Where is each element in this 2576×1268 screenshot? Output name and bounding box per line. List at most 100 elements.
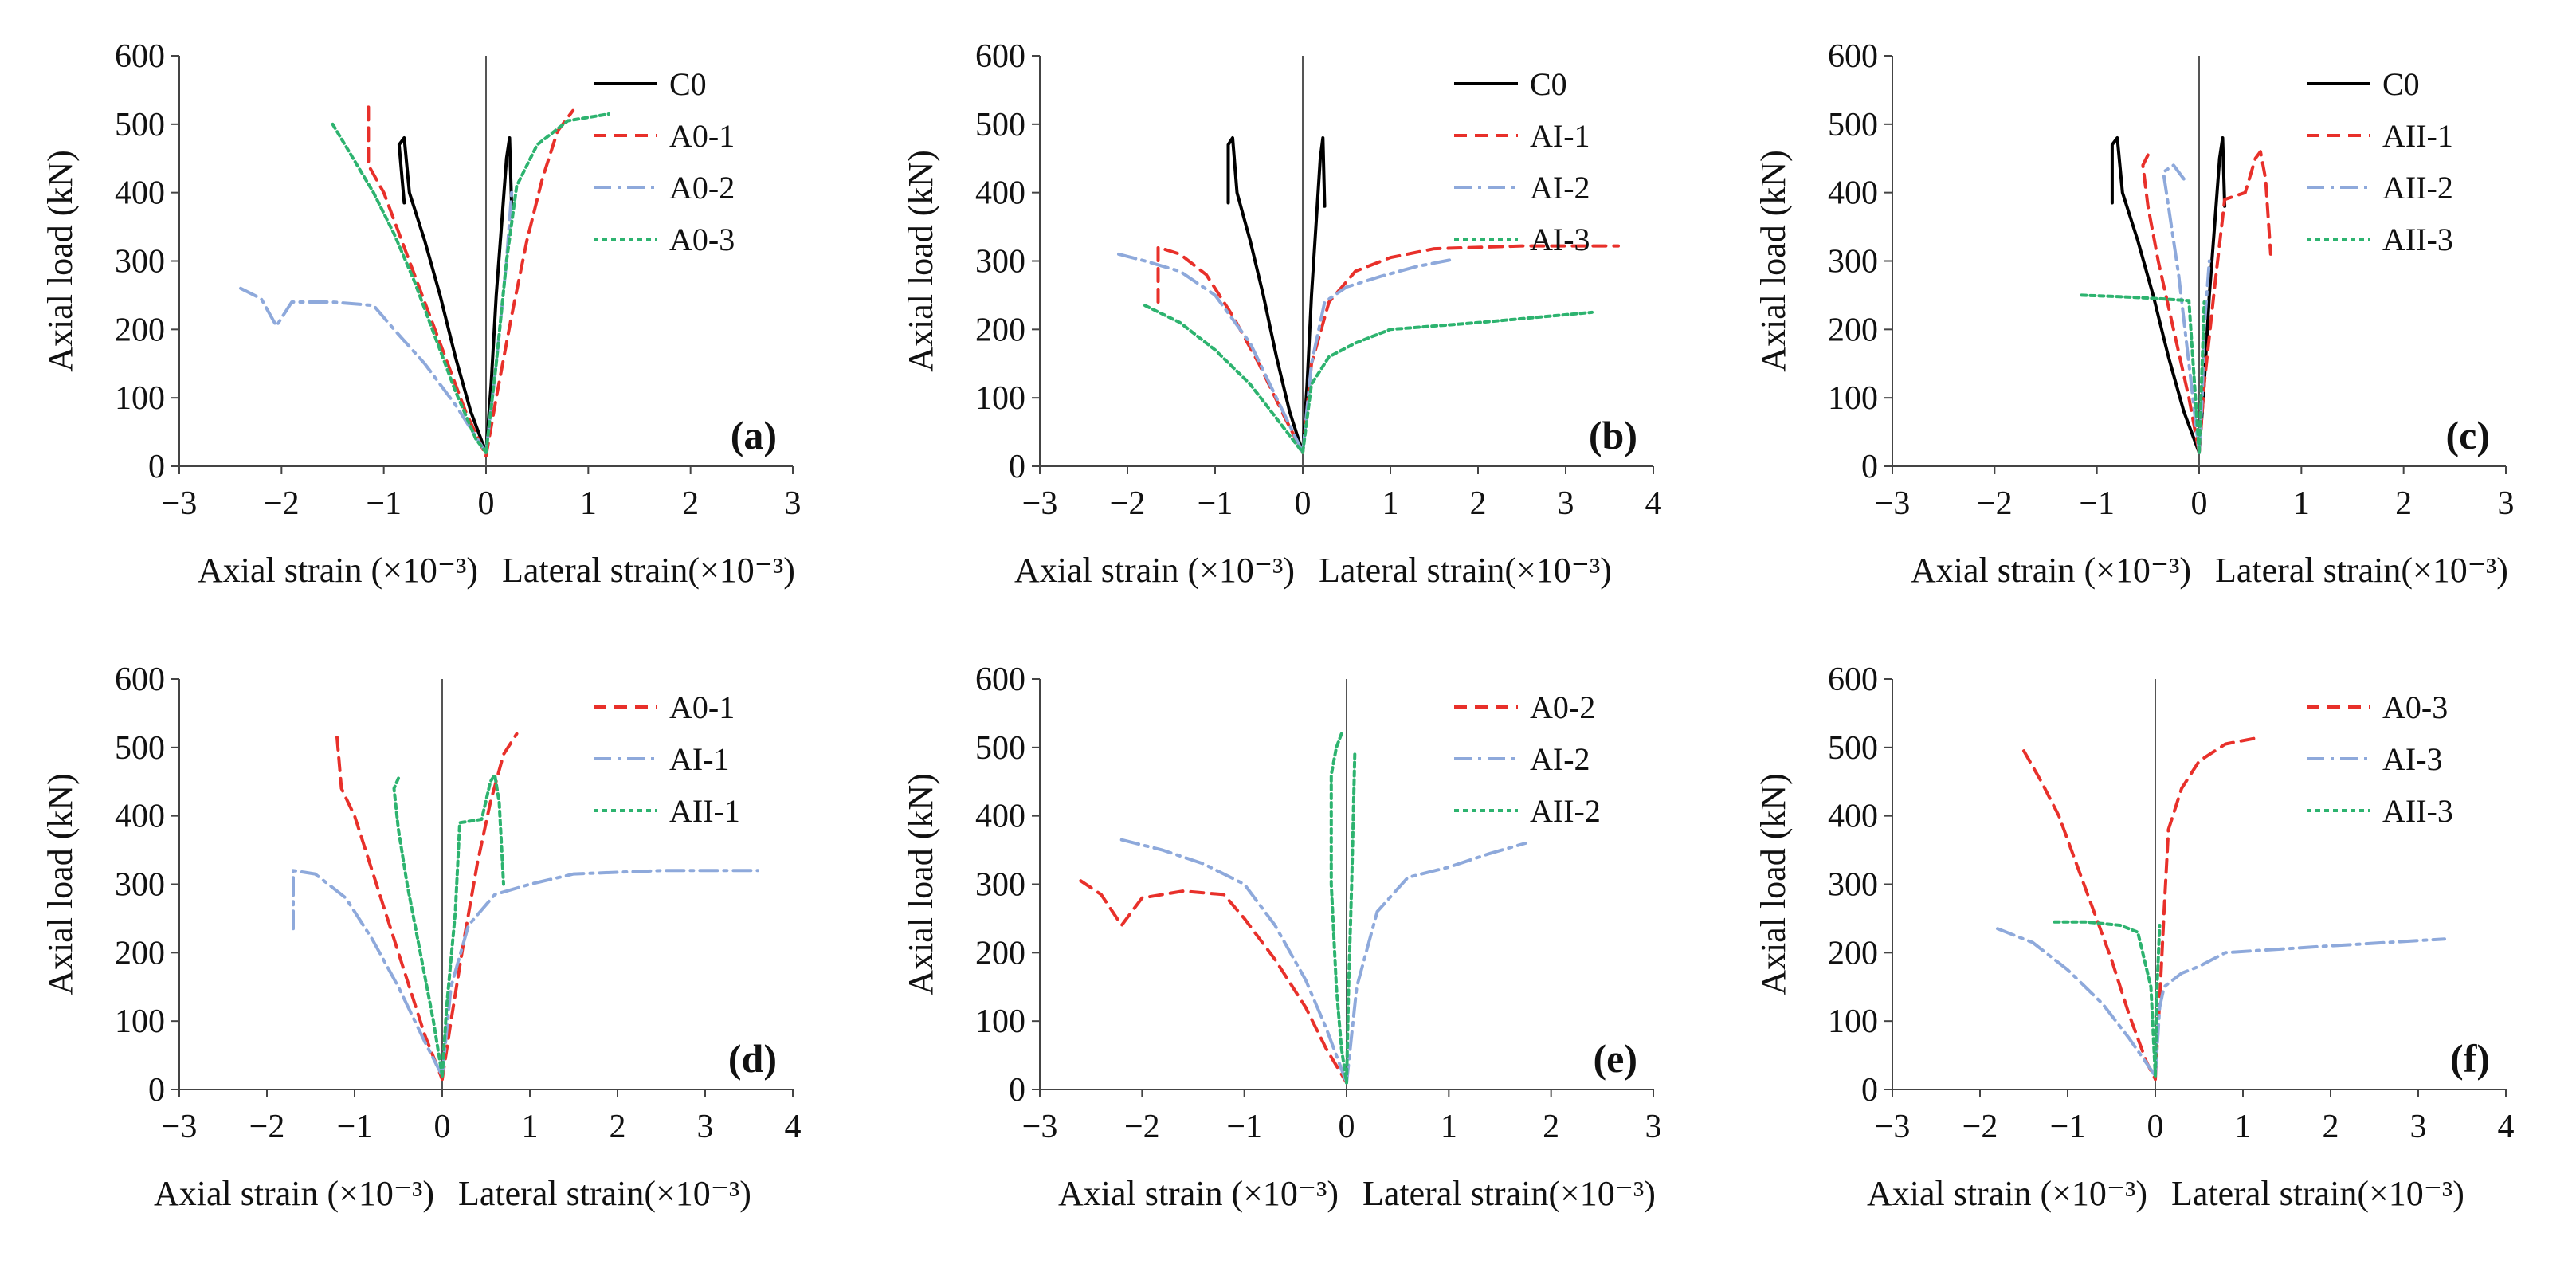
series-ai-1-lateral-curve (1301, 244, 1620, 454)
y-tick-label: 400 (1828, 799, 1878, 835)
y-axis-label: Axial load (kN) (901, 773, 940, 995)
x-tick-label: 0 (1339, 1109, 1355, 1145)
y-tick-label: 300 (975, 244, 1025, 281)
y-tick-label: 500 (975, 107, 1025, 143)
series-ai-3-lateral-curve (1301, 310, 1594, 454)
legend-label: A0-1 (669, 118, 735, 154)
legend-label: AII-1 (2382, 118, 2453, 154)
x-tick-label: 1 (2235, 1109, 2252, 1145)
x-tick-label: −1 (1226, 1109, 1262, 1145)
series-a0-2-axial-curve (1079, 879, 1348, 1085)
x-tick-label: 3 (1558, 485, 1574, 522)
series-ai-3-axial-curve (1143, 304, 1304, 454)
y-tick-label: 400 (115, 799, 165, 835)
series-c0-lateral-curve (484, 136, 514, 454)
x-tick-label: −2 (1962, 1109, 1998, 1145)
x-axis-label-axial: Axial strain (×10⁻³) (1014, 551, 1295, 590)
x-axis-label-lateral: Lateral strain(×10⁻³) (1319, 551, 1612, 590)
series-aii-1-axial-curve (392, 776, 444, 1078)
legend-label: C0 (669, 66, 707, 102)
x-axis-label-axial: Axial strain (×10⁻³) (1911, 551, 2191, 590)
y-tick-label: 200 (975, 312, 1025, 348)
x-axis-label-lateral: Lateral strain(×10⁻³) (1362, 1174, 1656, 1213)
x-tick-label: −3 (1875, 1109, 1911, 1145)
legend-label: AI-2 (1530, 741, 1590, 777)
x-tick-label: −3 (162, 485, 198, 522)
y-tick-label: 600 (1828, 661, 1878, 698)
y-tick-label: 0 (1009, 449, 1025, 485)
x-axis-label-axial: Axial strain (×10⁻³) (154, 1174, 434, 1213)
y-tick-label: 600 (1828, 38, 1878, 75)
series-a0-3-lateral-curve (484, 112, 610, 454)
legend-label: A0-3 (2382, 689, 2448, 725)
x-tick-label: −1 (337, 1109, 373, 1145)
legend-label: AII-2 (1530, 793, 1601, 829)
y-tick-label: 500 (115, 730, 165, 767)
x-axis-label-lateral: Lateral strain(×10⁻³) (502, 551, 795, 590)
y-tick-label: 400 (115, 175, 165, 212)
y-tick-label: 600 (975, 661, 1025, 698)
x-tick-label: 3 (1645, 1109, 1662, 1145)
series-a0-1-axial-curve (335, 736, 444, 1082)
series-ai-2-lateral-curve (1345, 842, 1527, 1085)
y-tick-label: 500 (975, 730, 1025, 767)
x-tick-label: −2 (1110, 485, 1146, 522)
chart-panel-1: 0 100 200 300 400 500 600 −3 −2 −1 0 1 2 3 Axial load … (41, 38, 802, 590)
x-tick-label: 2 (1543, 1109, 1559, 1145)
y-axis-label: Axial load (kN) (41, 150, 80, 372)
series-c0-lateral-curve (1301, 136, 1327, 454)
x-tick-label: −2 (264, 485, 300, 522)
y-tick-label: 200 (115, 935, 165, 972)
y-tick-label: 300 (1828, 244, 1878, 281)
x-axis-label-axial: Axial strain (×10⁻³) (1867, 1174, 2147, 1213)
x-tick-label: 1 (1441, 1109, 1457, 1145)
y-tick-label: 500 (1828, 730, 1878, 767)
y-tick-label: 400 (975, 175, 1025, 212)
x-tick-label: 3 (697, 1109, 714, 1145)
y-axis-label: Axial load (kN) (901, 150, 940, 372)
y-axis-label: Axial load (kN) (41, 773, 80, 995)
y-tick-label: 100 (975, 380, 1025, 417)
series-ai-2-axial-curve (1119, 838, 1348, 1085)
x-tick-label: 4 (2498, 1109, 2515, 1145)
x-tick-label: −2 (249, 1109, 285, 1145)
series-aii-3-lateral-curve (2198, 300, 2206, 454)
x-tick-label: 2 (2323, 1109, 2339, 1145)
y-tick-label: 300 (115, 867, 165, 904)
series-c0-axial-curve (2110, 136, 2201, 454)
y-tick-label: 300 (115, 244, 165, 281)
x-tick-label: 3 (2410, 1109, 2427, 1145)
y-tick-label: 0 (1009, 1072, 1025, 1109)
legend-label: C0 (1530, 66, 1567, 102)
y-tick-label: 500 (1828, 107, 1878, 143)
series-aii-2-lateral-curve (1345, 752, 1357, 1085)
y-tick-label: 0 (1861, 1072, 1878, 1109)
x-tick-label: −1 (1198, 485, 1233, 522)
legend-label: AI-1 (1530, 118, 1590, 154)
chart-panel-6: 0 100 200 300 400 500 600 −3 −2 −1 0 1 2 3 4 Axial load… (1754, 661, 2515, 1213)
y-tick-label: 100 (1828, 1003, 1878, 1040)
x-tick-label: −1 (2079, 485, 2115, 522)
series-aii-3-axial-curve (2080, 293, 2201, 454)
y-tick-label: 600 (115, 661, 165, 698)
legend-label: AII-2 (2382, 170, 2453, 206)
x-tick-label: 1 (2293, 485, 2310, 522)
x-tick-label: 4 (785, 1109, 802, 1145)
chart-panel-2: 0 100 200 300 400 500 600 −3 −2 −1 0 1 2 3 4 Axial load… (901, 38, 1662, 590)
x-tick-label: 4 (1645, 485, 1662, 522)
panel-label: (d) (728, 1036, 777, 1081)
panel-label: (b) (1589, 413, 1637, 457)
x-axis-label-lateral: Lateral strain(×10⁻³) (458, 1174, 751, 1213)
legend-label: AI-3 (1530, 222, 1590, 257)
y-tick-label: 200 (115, 312, 165, 348)
y-tick-label: 100 (115, 380, 165, 417)
series-ai-2-lateral-curve (1301, 257, 1453, 454)
x-tick-label: 0 (2147, 1109, 2164, 1145)
x-tick-label: −2 (1124, 1109, 1160, 1145)
x-tick-label: 3 (2498, 485, 2515, 522)
series-ai-3-lateral-curve (2154, 937, 2446, 1078)
y-tick-label: 100 (1828, 380, 1878, 417)
x-axis-label-lateral: Lateral strain(×10⁻³) (2215, 551, 2508, 590)
panel-label: (e) (1594, 1036, 1638, 1081)
